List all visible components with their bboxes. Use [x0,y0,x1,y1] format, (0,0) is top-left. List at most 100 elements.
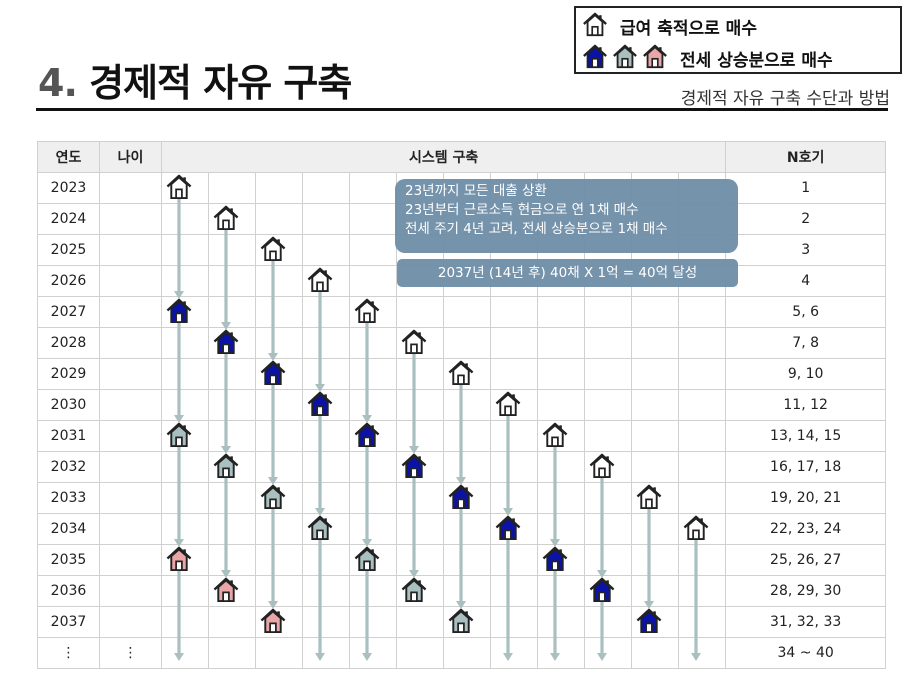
system-cell [349,389,397,421]
age-cell: ⋮ [99,637,162,669]
system-cell [490,327,538,359]
system-cell [208,482,256,514]
system-cell [537,482,585,514]
table-row: 2036 28, 29, 30 [37,575,887,607]
system-cell [584,544,632,576]
system-cell [490,606,538,638]
system-cell [255,544,303,576]
legend-row-salary: 급여 축적으로 매수 [582,12,757,40]
table-row: 2027 5, 6 [37,296,887,328]
house-pink-icon [643,44,667,69]
system-cell [161,482,209,514]
system-cell [537,420,585,452]
table-row: 2028 7, 8 [37,327,887,359]
strategy-note-line-1: 23년까지 모든 대출 상환 [405,183,547,199]
system-cell [302,296,350,328]
system-cell [490,389,538,421]
year-cell: 2027 [37,296,100,328]
system-cell [631,296,679,328]
system-cell [208,203,256,235]
age-cell [99,358,162,390]
system-cell [208,389,256,421]
year-cell: 2024 [37,203,100,235]
nth-cell: 31, 32, 33 [725,606,887,638]
system-cell [677,296,727,328]
system-cell [349,451,397,483]
system-cell [490,358,538,390]
system-cell [396,637,444,669]
system-cell [537,513,585,545]
system-cell [255,358,303,390]
system-cell [349,513,397,545]
nth-cell: 34 ~ 40 [725,637,887,669]
system-cell [443,296,491,328]
year-cell: 2026 [37,265,100,297]
system-cell [161,172,209,204]
system-cell [443,606,491,638]
system-cell [302,265,350,297]
age-cell [99,265,162,297]
system-cell [584,482,632,514]
system-cell [631,637,679,669]
year-cell: 2028 [37,327,100,359]
system-cell [677,575,727,607]
system-cell [349,296,397,328]
system-cell [349,358,397,390]
system-cell [349,606,397,638]
system-cell [302,327,350,359]
nth-cell: 28, 29, 30 [725,575,887,607]
age-cell [99,389,162,421]
system-cell [490,513,538,545]
age-cell [99,544,162,576]
system-cell [255,296,303,328]
system-cell [255,234,303,266]
system-cell [255,265,303,297]
system-cell [537,544,585,576]
system-cell [443,420,491,452]
system-cell [302,544,350,576]
system-cell [349,327,397,359]
system-cell [631,606,679,638]
system-cell [584,451,632,483]
system-cell [302,420,350,452]
age-cell [99,606,162,638]
system-cell [490,420,538,452]
system-cell [161,358,209,390]
system-cell [302,234,350,266]
system-cell [255,420,303,452]
system-cell [396,513,444,545]
year-cell: 2033 [37,482,100,514]
system-cell [631,575,679,607]
system-cell [302,513,350,545]
system-cell [302,358,350,390]
system-cell [537,606,585,638]
system-cell [302,389,350,421]
system-cell [255,482,303,514]
nth-cell: 25, 26, 27 [725,544,887,576]
nth-cell: 9, 10 [725,358,887,390]
system-cell [443,358,491,390]
year-cell: 2034 [37,513,100,545]
system-cell [349,203,397,235]
system-cell [584,358,632,390]
nth-cell: 22, 23, 24 [725,513,887,545]
system-cell [631,389,679,421]
system-cell [677,544,727,576]
page-title: 4. 경제적 자유 구축 [38,52,352,107]
system-cell [161,451,209,483]
system-cell [677,358,727,390]
system-cell [677,327,727,359]
age-cell [99,482,162,514]
system-cell [161,389,209,421]
table-row: 2031 13, 14, 15 [37,420,887,452]
age-cell [99,420,162,452]
system-cell [396,389,444,421]
nth-cell: 1 [725,172,887,204]
system-cell [490,637,538,669]
system-cell [396,606,444,638]
header-age: 나이 [99,141,162,173]
year-cell: 2023 [37,172,100,204]
system-cell [161,544,209,576]
system-cell [208,544,256,576]
nth-cell: 5, 6 [725,296,887,328]
